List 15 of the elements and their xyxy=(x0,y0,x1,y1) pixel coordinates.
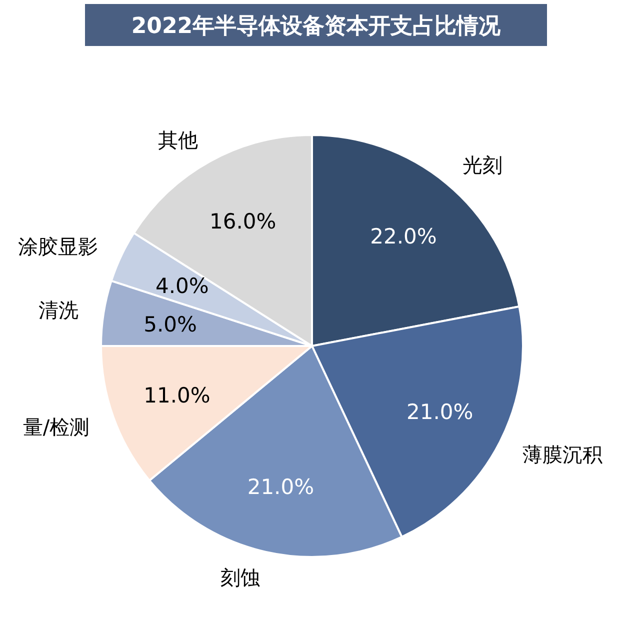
slice-label: 涂胶显影 xyxy=(18,234,98,258)
data-label: 11.0% xyxy=(144,384,210,408)
data-label: 21.0% xyxy=(406,400,474,424)
data-label: 5.0% xyxy=(144,312,197,337)
slice-label: 清洗 xyxy=(38,298,79,322)
data-label: 21.0% xyxy=(247,475,314,500)
slice-label: 薄膜沉积 xyxy=(522,442,603,466)
chart-title: 2022年半导体设备资本开支占比情况 xyxy=(131,14,502,39)
slice-label: 刻蚀 xyxy=(220,566,260,590)
slice-label: 量/检测 xyxy=(22,415,90,440)
data-label: 22.0% xyxy=(370,224,437,248)
data-label: 4.0% xyxy=(155,274,209,298)
slice-label: 光刻 xyxy=(462,152,503,177)
slice-label: 其他 xyxy=(158,128,198,152)
data-label: 16.0% xyxy=(210,209,276,234)
